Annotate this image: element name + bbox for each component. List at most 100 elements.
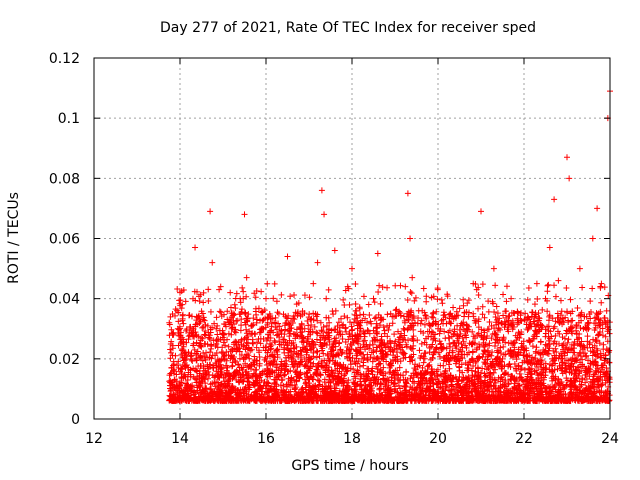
data-point bbox=[179, 366, 186, 373]
data-point bbox=[376, 385, 383, 392]
data-point bbox=[500, 312, 507, 319]
data-point bbox=[587, 348, 594, 355]
data-point bbox=[525, 285, 532, 292]
data-point bbox=[356, 349, 363, 356]
data-point bbox=[234, 317, 241, 324]
data-point bbox=[257, 317, 264, 324]
data-point bbox=[603, 307, 610, 314]
data-point bbox=[255, 347, 262, 354]
data-point bbox=[328, 327, 335, 334]
data-point bbox=[598, 299, 605, 306]
data-point bbox=[245, 374, 252, 381]
data-point bbox=[204, 322, 211, 329]
data-point bbox=[446, 365, 453, 372]
data-point bbox=[493, 336, 500, 343]
data-point bbox=[213, 368, 220, 375]
data-point bbox=[541, 374, 548, 381]
data-point bbox=[227, 289, 234, 296]
data-point bbox=[573, 327, 580, 334]
data-point bbox=[587, 308, 594, 315]
data-point bbox=[404, 377, 411, 384]
data-point bbox=[182, 298, 189, 305]
data-point bbox=[595, 331, 602, 338]
data-point bbox=[253, 311, 260, 318]
data-point bbox=[485, 298, 492, 305]
data-point bbox=[376, 360, 383, 367]
data-point bbox=[305, 335, 312, 342]
data-point bbox=[265, 379, 272, 386]
data-point bbox=[492, 282, 499, 289]
data-point bbox=[430, 329, 437, 336]
data-point bbox=[440, 320, 447, 327]
data-point bbox=[414, 337, 421, 344]
data-point bbox=[366, 388, 373, 395]
data-point bbox=[232, 305, 239, 312]
data-point bbox=[578, 382, 585, 389]
data-point bbox=[561, 384, 568, 391]
data-point bbox=[202, 332, 209, 339]
data-point bbox=[367, 318, 374, 325]
data-point bbox=[265, 314, 272, 321]
data-point bbox=[251, 290, 258, 297]
data-point bbox=[362, 315, 369, 322]
data-point bbox=[575, 352, 582, 359]
data-point bbox=[221, 378, 228, 385]
data-point bbox=[571, 371, 578, 378]
data-point bbox=[428, 313, 435, 320]
data-point bbox=[411, 297, 418, 304]
data-point bbox=[397, 282, 404, 289]
data-point bbox=[352, 375, 359, 382]
data-point bbox=[314, 317, 321, 324]
data-point bbox=[401, 332, 408, 339]
data-point bbox=[460, 319, 467, 326]
data-point bbox=[213, 314, 220, 321]
data-point bbox=[286, 328, 293, 335]
data-point bbox=[385, 326, 392, 333]
data-point bbox=[352, 300, 359, 307]
data-point bbox=[381, 330, 388, 337]
data-point bbox=[522, 310, 529, 317]
data-point bbox=[350, 366, 357, 373]
data-point bbox=[532, 355, 539, 362]
data-point bbox=[394, 377, 401, 384]
data-point bbox=[485, 349, 492, 356]
data-point bbox=[248, 331, 255, 338]
data-point bbox=[602, 333, 609, 340]
data-point bbox=[419, 387, 426, 394]
data-point bbox=[172, 306, 179, 313]
data-point bbox=[240, 364, 247, 371]
data-point bbox=[544, 282, 551, 289]
data-point bbox=[345, 377, 352, 384]
data-point bbox=[211, 320, 218, 327]
data-point bbox=[514, 309, 521, 316]
data-point bbox=[537, 370, 544, 377]
data-point bbox=[299, 334, 306, 341]
data-point bbox=[402, 283, 409, 290]
data-point bbox=[222, 383, 229, 390]
data-point bbox=[548, 362, 555, 369]
data-point bbox=[353, 338, 360, 345]
data-point bbox=[470, 362, 477, 369]
data-point bbox=[201, 317, 208, 324]
data-point bbox=[571, 338, 578, 345]
data-point bbox=[450, 339, 457, 346]
data-point bbox=[564, 309, 571, 316]
data-point bbox=[293, 301, 300, 308]
data-point bbox=[365, 301, 372, 308]
data-point bbox=[366, 311, 373, 318]
data-point bbox=[486, 318, 493, 325]
data-point bbox=[216, 308, 223, 315]
data-point bbox=[306, 294, 313, 301]
data-point bbox=[364, 373, 371, 380]
data-point bbox=[322, 362, 329, 369]
data-point bbox=[558, 308, 565, 315]
data-point bbox=[538, 366, 545, 373]
data-point bbox=[313, 329, 320, 336]
data-point bbox=[418, 340, 425, 347]
data-point bbox=[552, 332, 559, 339]
data-point bbox=[599, 325, 606, 332]
data-point bbox=[307, 316, 314, 323]
data-point bbox=[224, 364, 231, 371]
data-point bbox=[187, 373, 194, 380]
data-point bbox=[570, 363, 577, 370]
